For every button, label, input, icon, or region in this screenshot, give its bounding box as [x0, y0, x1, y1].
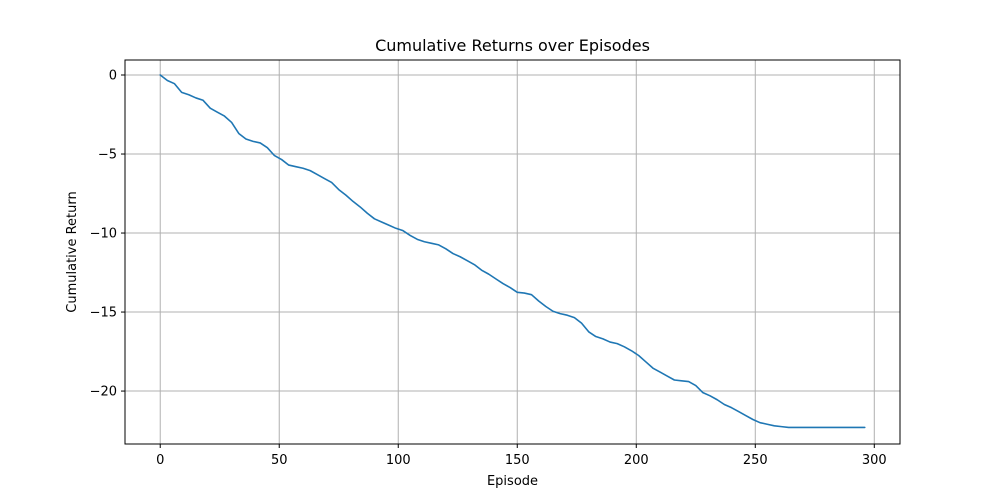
x-tick-label: 0	[156, 453, 164, 468]
chart-title: Cumulative Returns over Episodes	[375, 36, 650, 55]
ticks: 0 50 100 150 200 250 300 0 −5 −10 −15 −20	[90, 69, 887, 468]
x-axis-title: Episode	[487, 474, 538, 489]
plot-frame	[124, 59, 901, 445]
y-tick-label: −15	[90, 306, 117, 321]
x-tick-label: 150	[505, 453, 530, 468]
y-tick-label: −5	[98, 148, 117, 163]
x-tick-label: 50	[271, 453, 288, 468]
x-tick-label: 250	[743, 453, 768, 468]
series-layer	[159, 74, 866, 429]
y-tick-label: −10	[90, 227, 117, 242]
x-tick-label: 100	[386, 453, 411, 468]
x-tick-label: 200	[624, 453, 649, 468]
y-tick-label: 0	[109, 69, 117, 84]
series-line-0	[159, 74, 866, 429]
x-tick-label: 300	[862, 453, 887, 468]
grid	[125, 60, 900, 444]
y-tick-label: −20	[90, 385, 117, 400]
y-axis-title: Cumulative Return	[65, 191, 80, 312]
